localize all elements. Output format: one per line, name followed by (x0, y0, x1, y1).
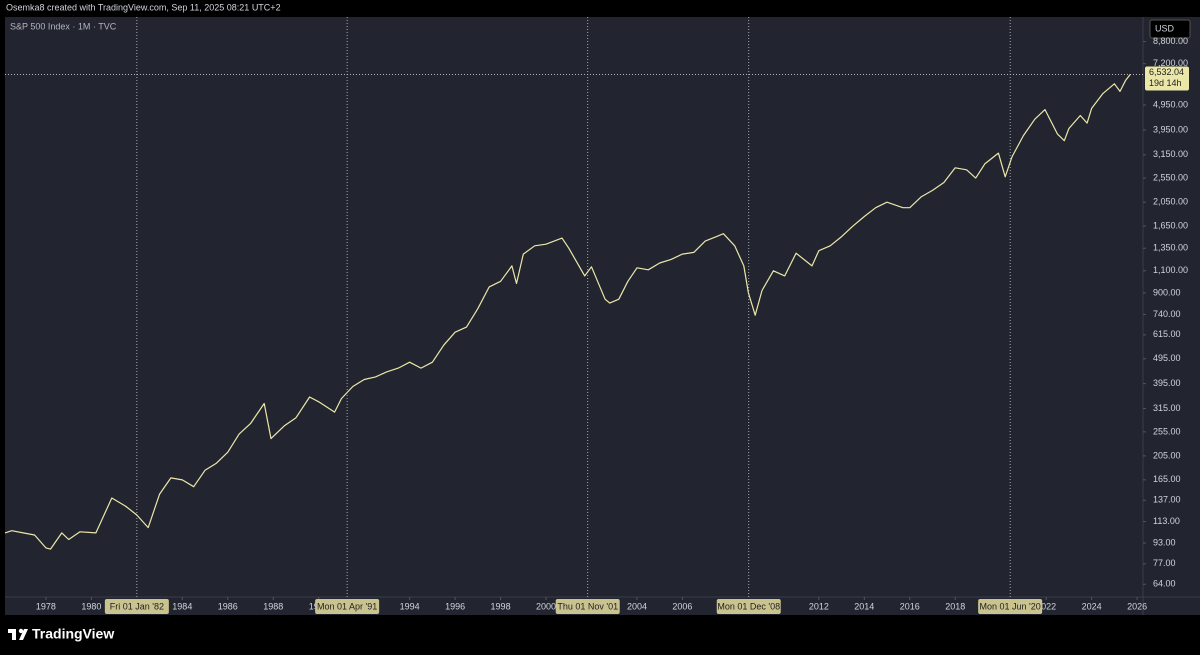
marker-label: Mon 01 Apr '91 (317, 601, 377, 611)
y-tick-label: 495.00 (1153, 353, 1181, 363)
y-tick-label: 205.00 (1153, 450, 1181, 460)
y-tick-label: 8,800.00 (1153, 36, 1188, 46)
y-tick-label: 315.00 (1153, 403, 1181, 413)
price-line (4, 74, 1131, 550)
y-tick-label: 2,050.00 (1153, 197, 1188, 207)
x-tick-label: 2022 (1036, 601, 1056, 611)
x-tick-label: 2012 (809, 601, 829, 611)
x-tick-label: 2004 (627, 601, 647, 611)
currency-box[interactable] (1149, 19, 1191, 39)
logo-dot (18, 628, 24, 634)
logo-stem (12, 629, 16, 640)
y-tick-label: 1,100.00 (1153, 265, 1188, 275)
y-tick-label: 7,200.00 (1153, 58, 1188, 68)
y-tick-label: 900.00 (1153, 287, 1181, 297)
brand-logo (8, 628, 28, 640)
x-tick-label: 2014 (854, 601, 874, 611)
y-tick-label: 113.00 (1153, 516, 1180, 526)
x-tick-label: 1994 (400, 601, 420, 611)
marker-label: Mon 01 Dec '08 (717, 601, 780, 611)
chart-title: S&P 500 Index · 1M · TVC (10, 21, 117, 31)
y-tick-label: 255.00 (1153, 426, 1181, 436)
x-tick-label: 2026 (1127, 601, 1147, 611)
y-tick-label: 740.00 (1153, 309, 1181, 319)
x-tick-label: 1996 (445, 601, 465, 611)
x-tick-label: 2000 (536, 601, 556, 611)
x-tick-label: 1998 (491, 601, 511, 611)
countdown-label: 19d 14h (1149, 78, 1182, 88)
y-tick-label: 64.00 (1153, 579, 1176, 589)
y-tick-label: 137.00 (1153, 495, 1181, 505)
x-tick-label: 1986 (218, 601, 238, 611)
y-tick-label: 3,150.00 (1153, 149, 1188, 159)
logo-slash (19, 629, 28, 640)
y-tick-label: 1,650.00 (1153, 220, 1188, 230)
x-tick-label: 1980 (81, 601, 101, 611)
marker-label-box (315, 599, 380, 614)
last-price-box (1145, 66, 1189, 91)
x-tick-label: 2016 (900, 601, 920, 611)
x-tick-label: 1978 (36, 601, 56, 611)
marker-label-box (978, 599, 1043, 614)
x-tick-label: 2006 (672, 601, 692, 611)
x-tick-label: 2018 (945, 601, 965, 611)
marker-label: Thu 01 Nov '01 (557, 601, 618, 611)
marker-label: Fri 01 Jan '82 (110, 601, 164, 611)
chart-pane (5, 17, 1200, 615)
y-tick-label: 4,950.00 (1153, 99, 1188, 109)
header: Osemka8 created with TradingView.com, Se… (6, 2, 281, 12)
y-tick-label: 93.00 (1153, 537, 1176, 547)
y-tick-label: 165.00 (1153, 474, 1181, 484)
y-tick-label: 2,550.00 (1153, 172, 1188, 182)
y-tick-label: 1,350.00 (1153, 243, 1188, 253)
marker-label-box (716, 599, 781, 614)
marker-label: Mon 01 Jun '20 (980, 601, 1041, 611)
marker-label-box (104, 599, 169, 614)
marker-label-box (555, 599, 620, 614)
currency[interactable]: USD (1155, 23, 1175, 33)
y-tick-label: 3,950.00 (1153, 124, 1188, 134)
brand: TradingView (32, 626, 114, 642)
y-tick-label: 395.00 (1153, 378, 1181, 388)
y-tick-label: 615.00 (1153, 329, 1181, 339)
x-tick-label: 2024 (1082, 601, 1102, 611)
x-tick-label: 1984 (172, 601, 192, 611)
y-tick-label: 77.00 (1153, 558, 1176, 568)
last-price-label: 6,532.04 (1149, 67, 1184, 77)
x-tick-label: 1988 (263, 601, 283, 611)
